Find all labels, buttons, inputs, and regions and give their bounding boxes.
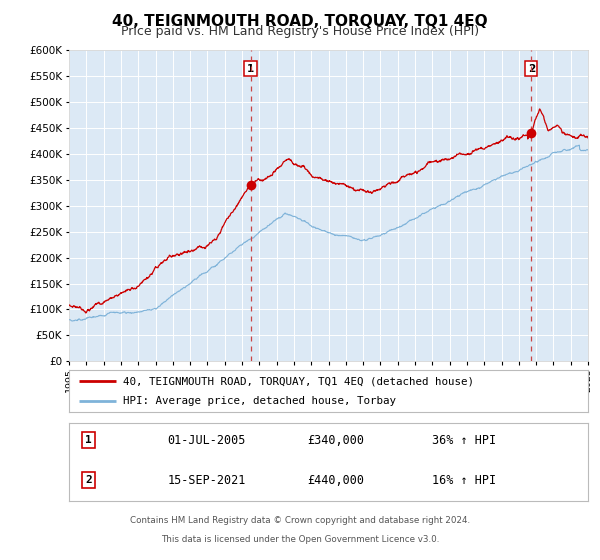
Text: £440,000: £440,000 xyxy=(308,474,365,487)
Text: 1: 1 xyxy=(85,435,92,445)
Text: Price paid vs. HM Land Registry's House Price Index (HPI): Price paid vs. HM Land Registry's House … xyxy=(121,25,479,38)
Text: 16% ↑ HPI: 16% ↑ HPI xyxy=(432,474,496,487)
Text: HPI: Average price, detached house, Torbay: HPI: Average price, detached house, Torb… xyxy=(124,396,397,406)
Text: £340,000: £340,000 xyxy=(308,433,365,446)
Text: 1: 1 xyxy=(247,63,254,73)
Text: 15-SEP-2021: 15-SEP-2021 xyxy=(167,474,246,487)
Text: 36% ↑ HPI: 36% ↑ HPI xyxy=(432,433,496,446)
Text: This data is licensed under the Open Government Licence v3.0.: This data is licensed under the Open Gov… xyxy=(161,535,439,544)
Text: 2: 2 xyxy=(527,63,535,73)
Text: 01-JUL-2005: 01-JUL-2005 xyxy=(167,433,246,446)
Text: 40, TEIGNMOUTH ROAD, TORQUAY, TQ1 4EQ: 40, TEIGNMOUTH ROAD, TORQUAY, TQ1 4EQ xyxy=(112,14,488,29)
Text: 40, TEIGNMOUTH ROAD, TORQUAY, TQ1 4EQ (detached house): 40, TEIGNMOUTH ROAD, TORQUAY, TQ1 4EQ (d… xyxy=(124,376,475,386)
Text: 2: 2 xyxy=(85,475,92,485)
Text: Contains HM Land Registry data © Crown copyright and database right 2024.: Contains HM Land Registry data © Crown c… xyxy=(130,516,470,525)
